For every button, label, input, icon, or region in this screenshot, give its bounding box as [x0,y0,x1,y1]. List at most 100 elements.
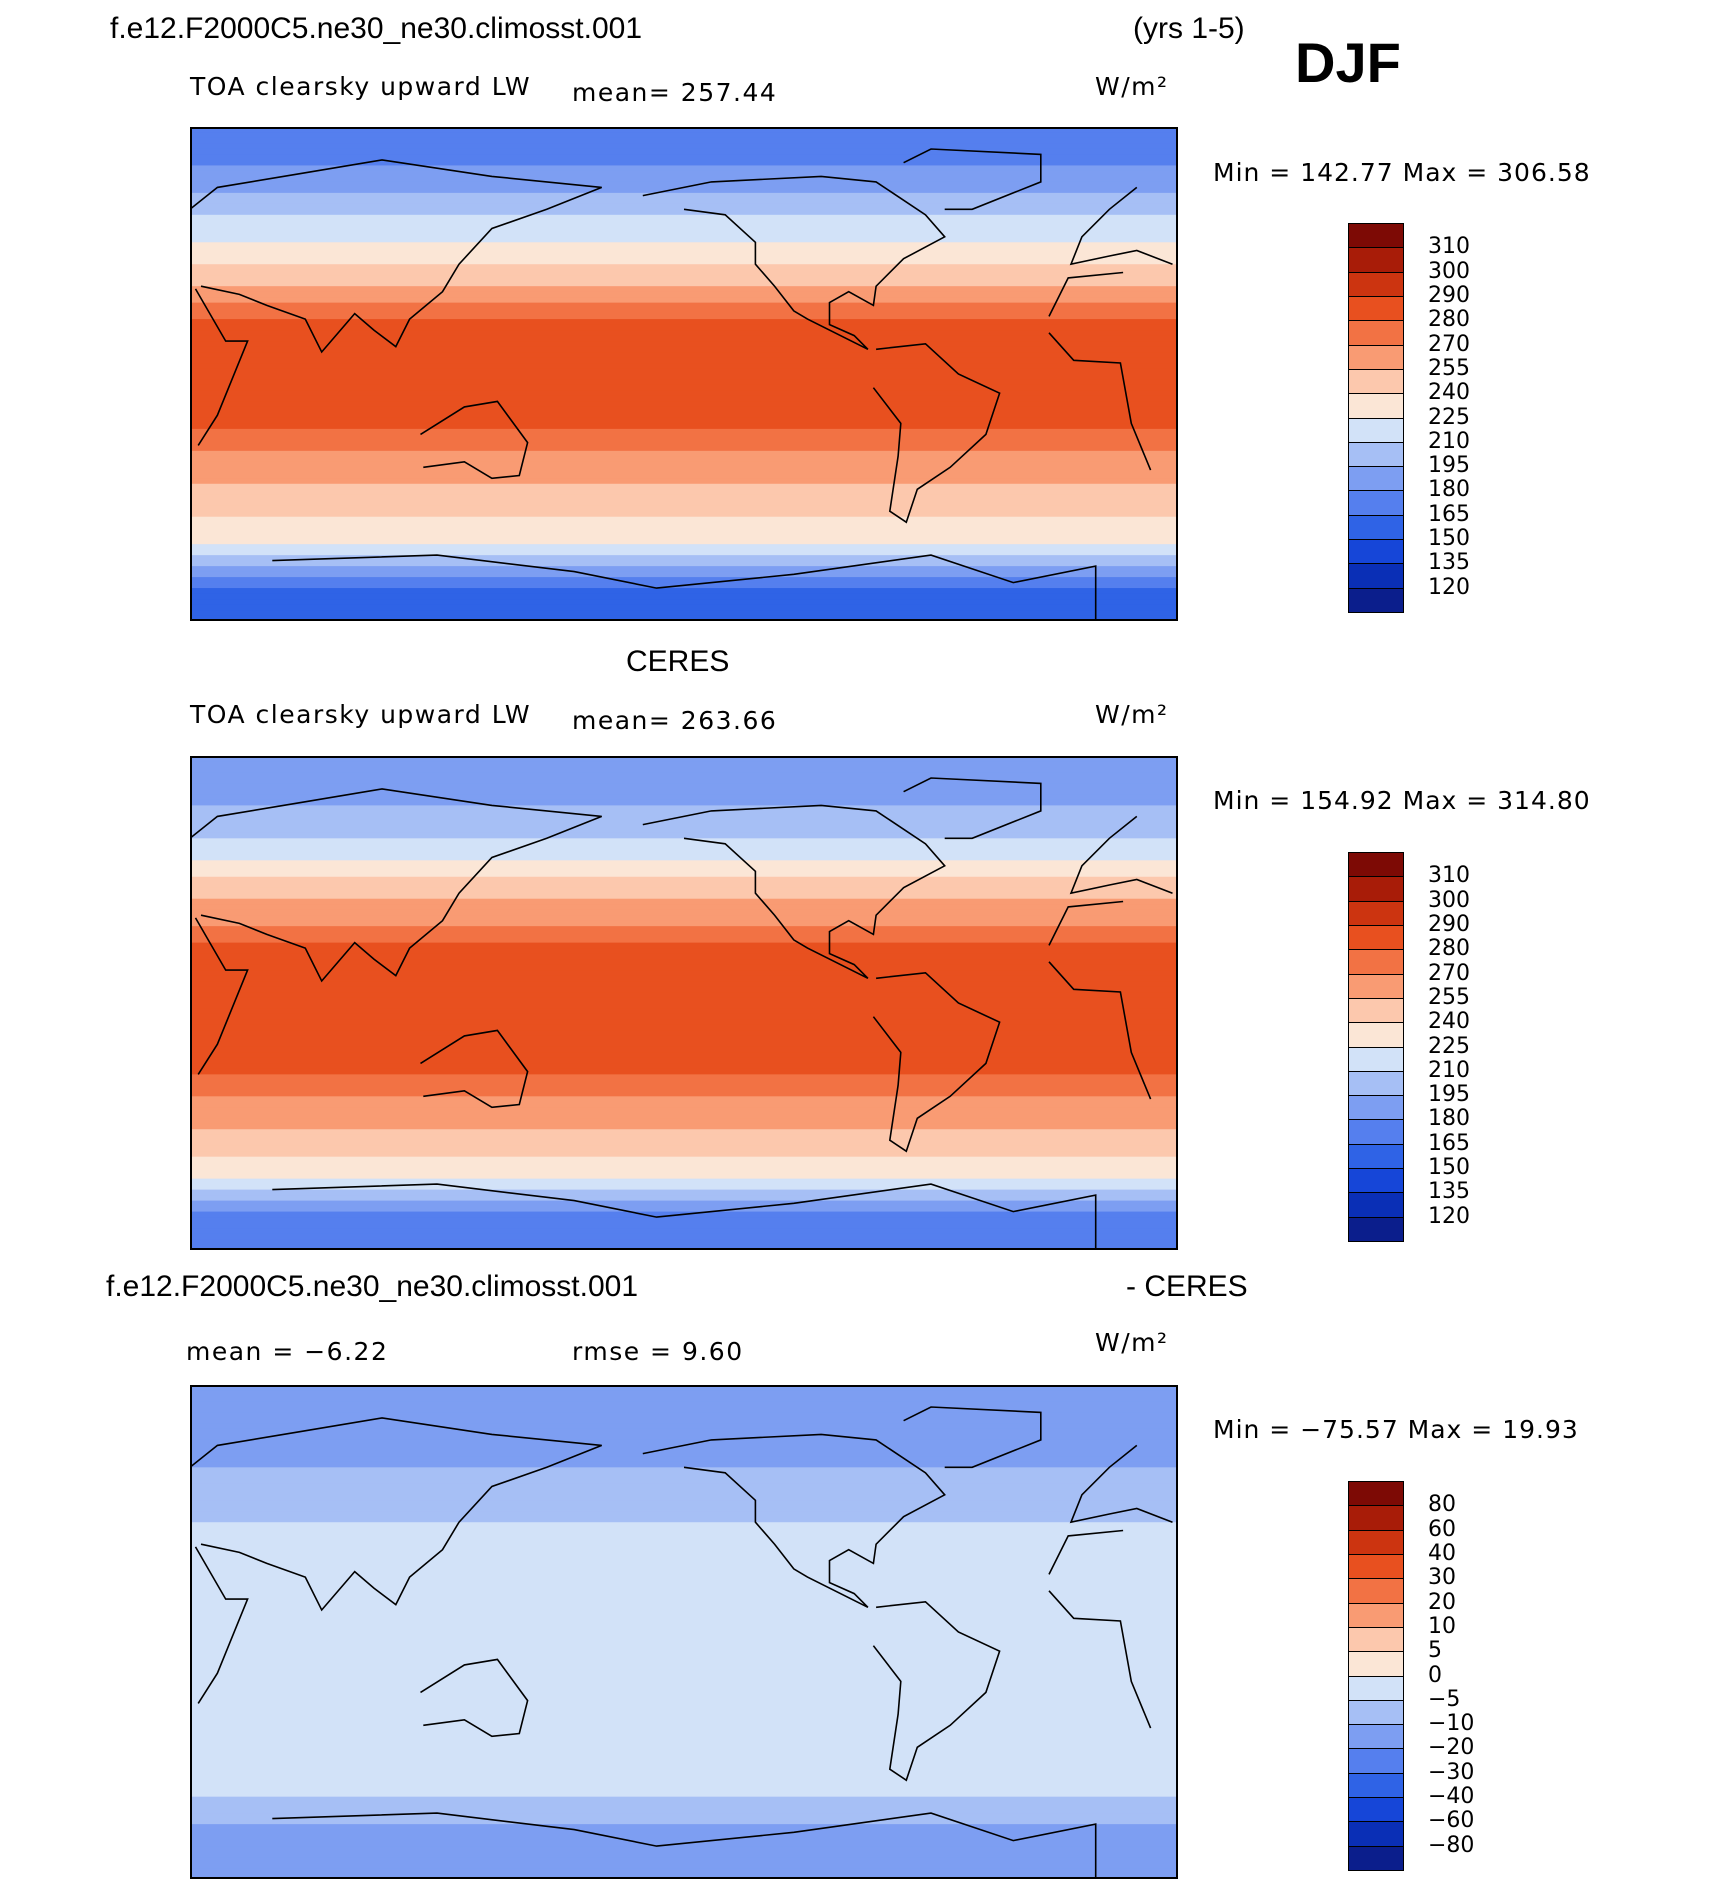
map-panel-model [190,127,1178,621]
panel-1-units: W/m² [1095,72,1169,101]
colorbar-bin [1348,949,1404,975]
coastline [190,1417,1173,1612]
colorbar-bin [1348,1481,1404,1507]
colorbar-bin [1348,1529,1404,1555]
zonal-band [190,1145,1178,1152]
zonal-band [190,472,1178,479]
zonal-band [190,1527,1178,1534]
zonal-band [190,953,1178,960]
zonal-band [190,832,1178,839]
coastline [272,1812,1097,1879]
zonal-band [190,439,1178,446]
zonal-band [190,1178,1178,1185]
zonal-band [190,1851,1178,1858]
zonal-band [190,1030,1178,1037]
zonal-band [190,860,1178,867]
zonal-band [190,1445,1178,1452]
zonal-band [190,1604,1178,1611]
coastline [872,342,1001,524]
panel-3-mean: mean = −6.22 [186,1337,389,1366]
zonal-band [190,1189,1178,1196]
zonal-band [190,1167,1178,1174]
colorbar-bin [1348,1797,1404,1823]
colorbar-tick-label: 255 [1428,355,1470,381]
zonal-band [190,203,1178,210]
zonal-band [190,1615,1178,1622]
colorbar-tick-label: 150 [1428,1155,1470,1181]
zonal-band [190,1862,1178,1869]
colorbar-tick-label: −10 [1428,1711,1475,1737]
zonal-band [190,1013,1178,1021]
colorbar-tick-label: 270 [1428,331,1470,357]
zonal-band [190,1725,1178,1732]
coastline [872,1600,1001,1782]
colorbar-tick-label: 280 [1428,307,1470,333]
zonal-band [190,777,1178,785]
colorbar-tick-label: 30 [1428,1565,1456,1591]
zonal-band [190,1818,1178,1825]
zonal-band [190,1846,1178,1853]
coastline [642,1433,946,1609]
zonal-band [190,434,1178,441]
zonal-band [190,1593,1178,1600]
panel-1-minmax: Min = 142.77 Max = 306.58 [1213,158,1591,187]
coastline [272,1183,1097,1250]
zonal-band [190,1134,1178,1141]
colorbar-bin [1348,320,1404,346]
zonal-band [190,1439,1178,1446]
zonal-band [190,1200,1178,1207]
colorbar-bin [1348,924,1404,951]
zonal-band [190,1758,1178,1765]
coastline [194,1529,1152,1729]
zonal-band [190,810,1178,817]
zonal-band [190,1228,1178,1235]
zonal-band [190,571,1178,578]
colorbar-bin [1348,393,1404,419]
colorbar-tick-label: 255 [1428,984,1470,1010]
colorbar-bin [1348,587,1404,613]
zonal-band [190,1791,1178,1798]
zonal-band [190,423,1178,430]
colorbar-bin [1348,1070,1404,1097]
colorbar-bin [1348,900,1404,926]
colorbar-bin [1348,1192,1404,1218]
zonal-band [190,527,1178,534]
zonal-band [190,1686,1178,1693]
zonal-band [190,346,1178,353]
colorbar-tick-label: 120 [1428,1203,1470,1229]
zonal-band [190,511,1178,518]
zonal-band [190,805,1178,812]
colorbar-bin [1348,539,1404,565]
zonal-band [190,516,1178,523]
colorbar-bin [1348,490,1404,516]
zonal-band [190,1406,1178,1414]
map-frame [190,756,1178,1250]
zonal-band [190,1472,1178,1479]
colorbar-tick-label: 5 [1428,1638,1442,1664]
zonal-band [190,478,1178,485]
zonal-band [190,948,1178,955]
zonal-band [190,1467,1178,1474]
zonal-band [190,1648,1178,1655]
zonal-band [190,1708,1178,1715]
zonal-band [190,253,1178,260]
zonal-band [190,1129,1178,1136]
zonal-band [190,1588,1178,1595]
colorbar-tick-label: 180 [1428,1106,1470,1132]
zonal-band [190,357,1178,364]
colorbar-tick-label: 310 [1428,234,1470,260]
panel-3-rmse: rmse = 9.60 [572,1337,744,1366]
map-frame [190,1385,1178,1879]
colorbar-tick-label: 135 [1428,550,1470,576]
zonal-band [190,1101,1178,1108]
colorbar-tick-label: 240 [1428,380,1470,406]
zonal-band [190,1522,1178,1529]
zonal-band [190,330,1178,337]
colorbar-tick-label: 210 [1428,1057,1470,1083]
colorbar-ceres: 310 300 290 280 270 255 240 225 210 195 180 165 150 1… [1348,852,1470,1242]
zonal-band [190,854,1178,861]
zonal-band [190,1085,1178,1092]
zonal-band [190,992,1178,999]
zonal-band [190,827,1178,834]
zonal-band [190,1692,1178,1699]
